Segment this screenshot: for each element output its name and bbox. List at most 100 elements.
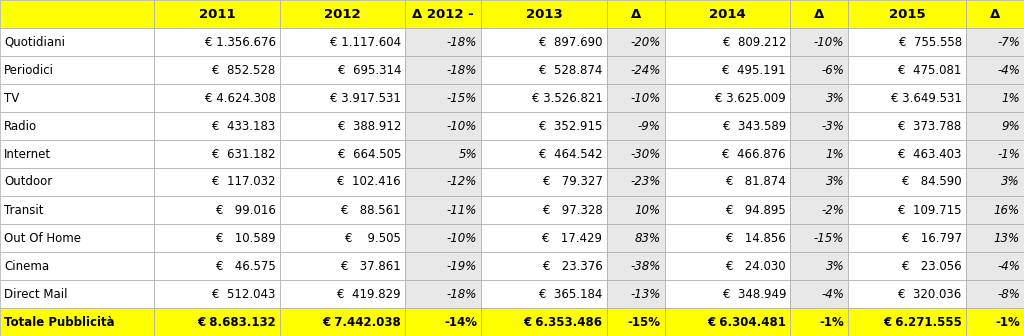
Bar — [665, 28, 791, 56]
Text: €    9.505: € 9.505 — [345, 232, 401, 245]
Bar — [966, 252, 1024, 280]
Bar — [0, 252, 155, 280]
Text: Δ: Δ — [990, 7, 1000, 20]
Text: -11%: -11% — [446, 204, 477, 216]
Bar — [665, 84, 791, 112]
Bar — [481, 252, 606, 280]
Bar — [406, 56, 481, 84]
Bar — [280, 224, 406, 252]
Bar — [966, 84, 1024, 112]
Bar — [848, 84, 966, 112]
Bar — [155, 280, 280, 308]
Bar — [848, 224, 966, 252]
Text: €   99.016: € 99.016 — [216, 204, 275, 216]
Bar — [481, 280, 606, 308]
Bar — [481, 84, 606, 112]
Bar — [606, 56, 665, 84]
Bar — [406, 168, 481, 196]
Bar — [791, 112, 848, 140]
Text: Quotidiani: Quotidiani — [4, 36, 66, 48]
Text: -10%: -10% — [446, 232, 477, 245]
Text: €  475.081: € 475.081 — [898, 64, 962, 77]
Text: -2%: -2% — [821, 204, 844, 216]
Text: 3%: 3% — [825, 259, 844, 272]
Text: 3%: 3% — [825, 175, 844, 188]
Text: € 7.442.038: € 7.442.038 — [323, 316, 401, 329]
Text: €  755.558: € 755.558 — [899, 36, 962, 48]
Bar — [0, 112, 155, 140]
Text: € 6.304.481: € 6.304.481 — [708, 316, 786, 329]
Bar — [966, 168, 1024, 196]
Bar — [606, 280, 665, 308]
Text: €  695.314: € 695.314 — [338, 64, 401, 77]
Text: -18%: -18% — [446, 288, 477, 300]
Bar — [966, 224, 1024, 252]
Text: € 6.271.555: € 6.271.555 — [883, 316, 962, 329]
Text: -20%: -20% — [631, 36, 660, 48]
Text: €   94.895: € 94.895 — [726, 204, 786, 216]
Text: Δ: Δ — [631, 7, 641, 20]
Text: €  466.876: € 466.876 — [722, 148, 786, 161]
Bar — [791, 308, 848, 336]
Bar — [665, 280, 791, 308]
Text: -15%: -15% — [446, 91, 477, 104]
Text: -19%: -19% — [446, 259, 477, 272]
Bar — [606, 28, 665, 56]
Text: €  365.184: € 365.184 — [539, 288, 602, 300]
Text: -7%: -7% — [997, 36, 1020, 48]
Bar — [848, 28, 966, 56]
Text: 16%: 16% — [993, 204, 1020, 216]
Bar — [966, 280, 1024, 308]
Text: € 8.683.132: € 8.683.132 — [197, 316, 275, 329]
Bar — [0, 196, 155, 224]
Text: € 4.624.308: € 4.624.308 — [205, 91, 275, 104]
Bar — [665, 224, 791, 252]
Bar — [966, 308, 1024, 336]
Bar — [665, 140, 791, 168]
Text: €  348.949: € 348.949 — [723, 288, 786, 300]
Bar — [155, 168, 280, 196]
Bar — [0, 224, 155, 252]
Text: €  320.036: € 320.036 — [898, 288, 962, 300]
Bar — [848, 140, 966, 168]
Text: 3%: 3% — [825, 91, 844, 104]
Text: -30%: -30% — [631, 148, 660, 161]
Bar — [0, 84, 155, 112]
Text: -8%: -8% — [997, 288, 1020, 300]
Text: €  528.874: € 528.874 — [539, 64, 602, 77]
Text: €   88.561: € 88.561 — [341, 204, 401, 216]
Bar — [791, 84, 848, 112]
Bar — [481, 224, 606, 252]
Text: €  352.915: € 352.915 — [539, 120, 602, 132]
Text: €  419.829: € 419.829 — [337, 288, 401, 300]
Bar — [848, 112, 966, 140]
Text: €  809.212: € 809.212 — [723, 36, 786, 48]
Text: -10%: -10% — [446, 120, 477, 132]
Text: € 3.526.821: € 3.526.821 — [531, 91, 602, 104]
Bar — [848, 196, 966, 224]
Text: Direct Mail: Direct Mail — [4, 288, 68, 300]
Bar — [280, 112, 406, 140]
Text: €  343.589: € 343.589 — [723, 120, 786, 132]
Text: €   17.429: € 17.429 — [543, 232, 602, 245]
Bar — [481, 168, 606, 196]
Bar — [606, 0, 665, 28]
Text: €   37.861: € 37.861 — [341, 259, 401, 272]
Bar — [606, 112, 665, 140]
Bar — [280, 252, 406, 280]
Bar — [280, 56, 406, 84]
Text: € 1.356.676: € 1.356.676 — [205, 36, 275, 48]
Bar — [280, 308, 406, 336]
Bar — [966, 56, 1024, 84]
Bar — [0, 280, 155, 308]
Text: €  464.542: € 464.542 — [539, 148, 602, 161]
Bar — [481, 112, 606, 140]
Text: 2015: 2015 — [889, 7, 926, 20]
Bar — [155, 84, 280, 112]
Bar — [0, 0, 155, 28]
Bar — [280, 0, 406, 28]
Bar — [848, 308, 966, 336]
Bar — [155, 140, 280, 168]
Bar — [155, 28, 280, 56]
Text: -24%: -24% — [631, 64, 660, 77]
